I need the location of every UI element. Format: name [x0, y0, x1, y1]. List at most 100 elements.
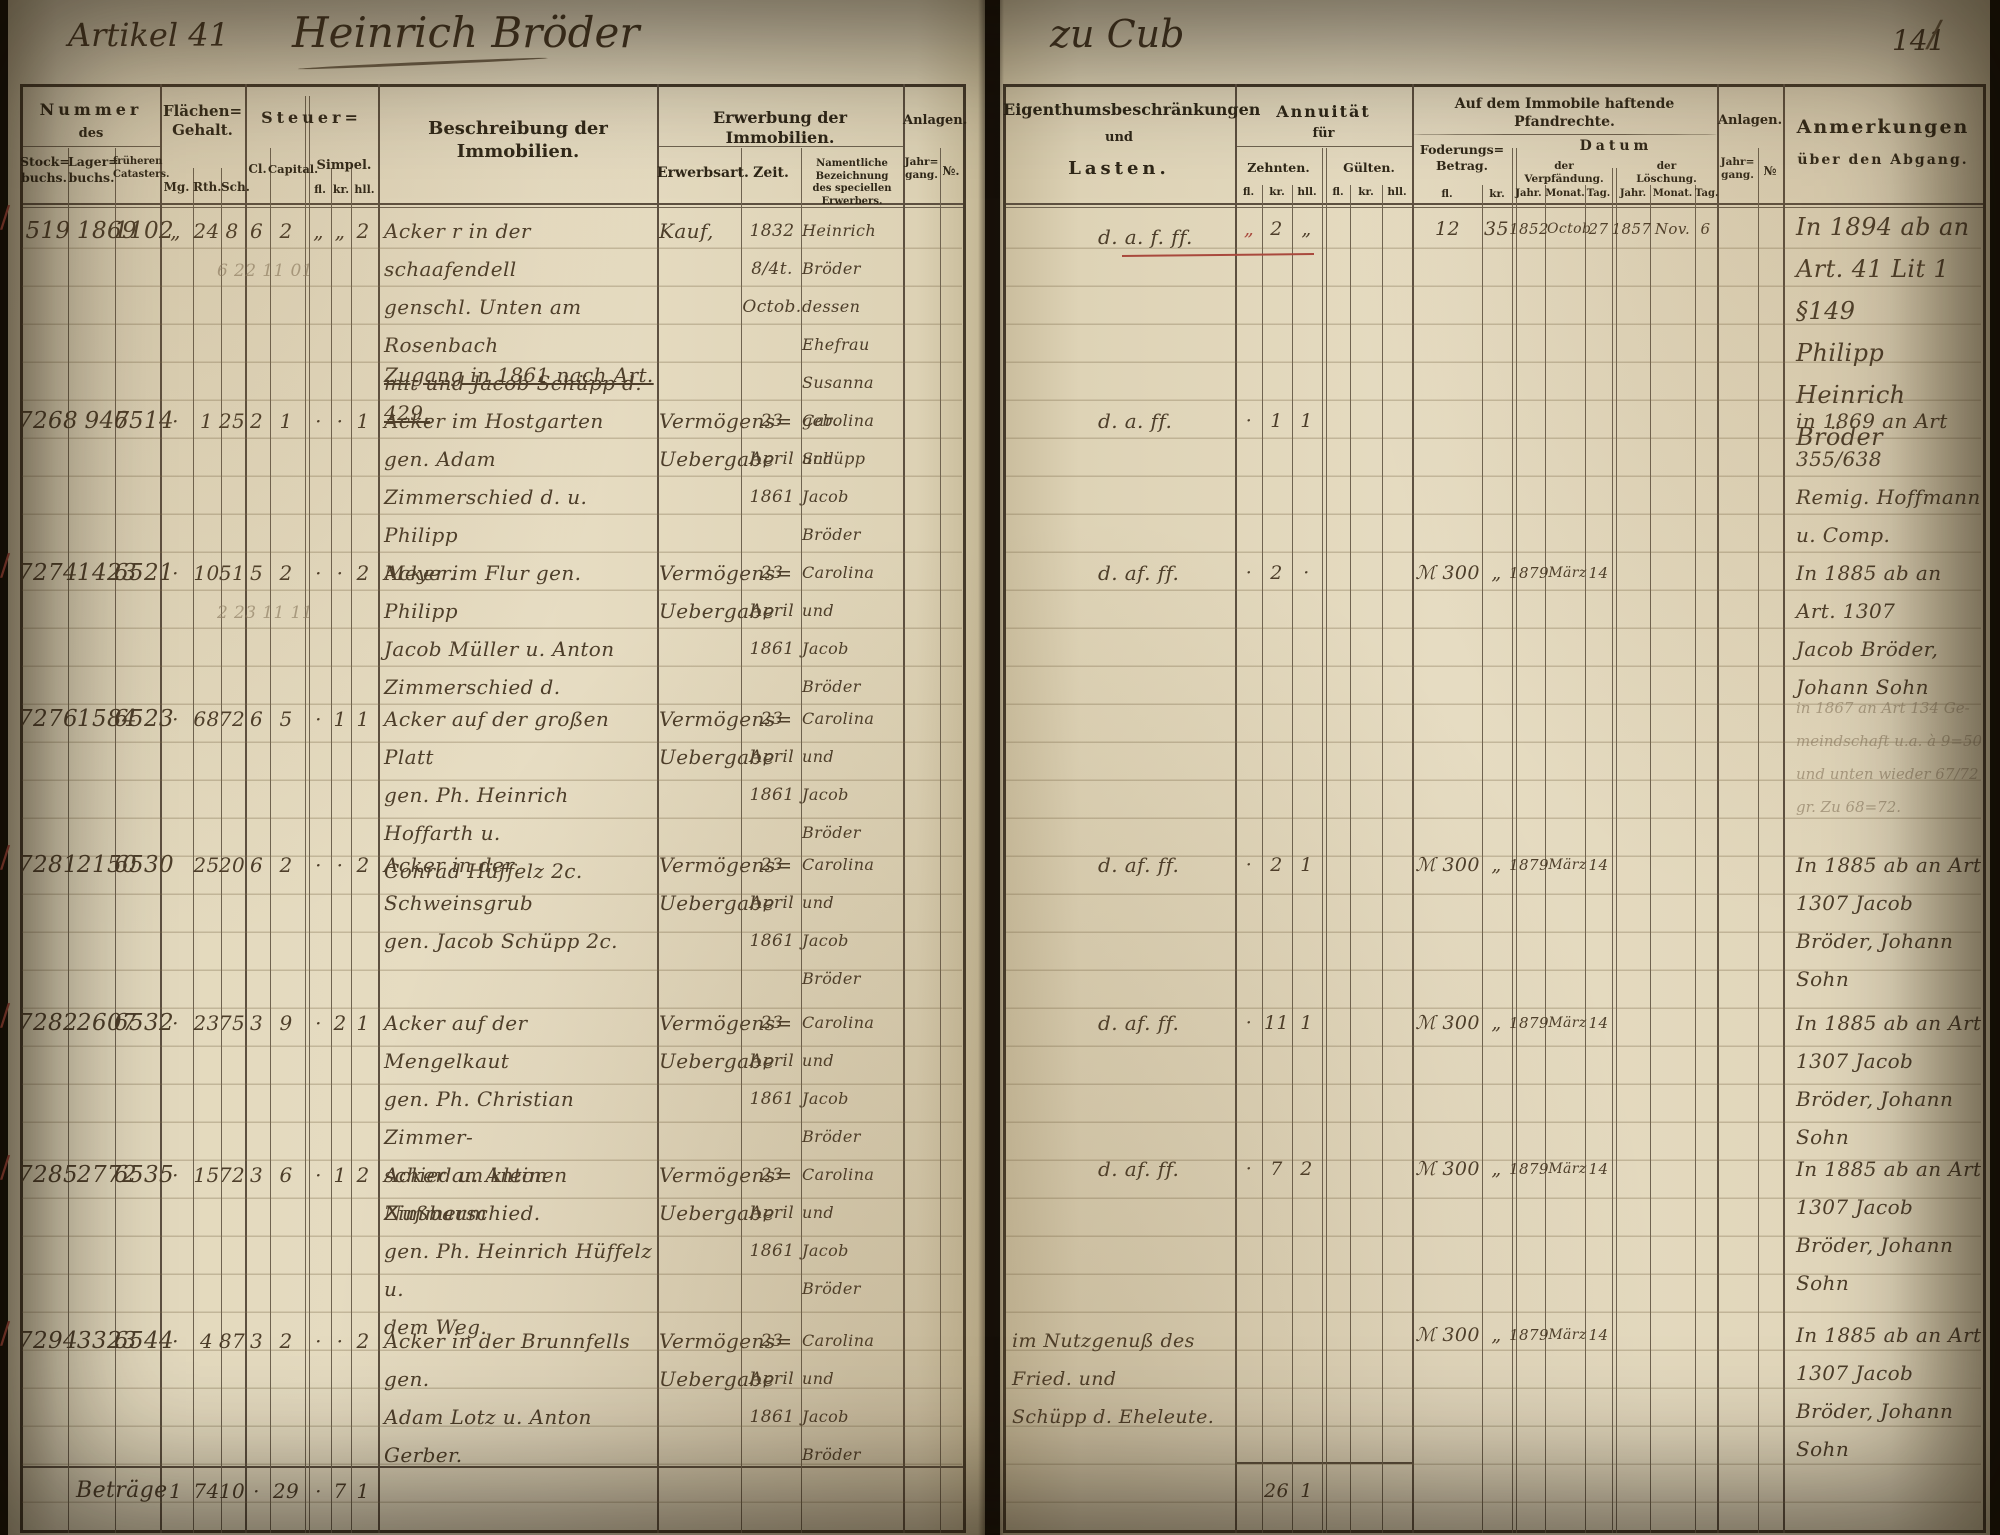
cell-loesch-tag: 6 [1700, 220, 1711, 238]
cell-simpel-fl: · [315, 1163, 322, 1187]
cell-lasten: d. af. ff. [1098, 1157, 1180, 1181]
cell-zeit: 23 April 1861 [749, 411, 795, 507]
cell-simpel-hll: 1 [356, 409, 370, 433]
subcol-line [1516, 148, 1517, 1533]
cell-zehnten-fl: · [1245, 562, 1253, 584]
header-g-hll: hll. [1387, 186, 1407, 198]
cell-zehnten-hll: 2 [1300, 1158, 1313, 1180]
header-pfandrechte: Auf dem Immobile haftende Pfandrechte. [1454, 96, 1675, 130]
cell-lagerbuch: 3323 [76, 1328, 138, 1354]
cell-lagerbuch: 2150 [76, 852, 138, 878]
cell-description: Acker r in der schaafendell genschl. Unt… [384, 219, 643, 395]
subcol-line [1758, 148, 1759, 1533]
cell-zehnten-fl: · [1245, 1012, 1253, 1034]
table-border-top [20, 84, 966, 87]
sum-simpel-hll: 1 [356, 1479, 370, 1503]
col-line [1235, 84, 1237, 1533]
col-line [160, 84, 162, 1533]
cell-anmerkung: In 1885 ab an Art 1307 Jacob Bröder, Joh… [1796, 1157, 1982, 1295]
cell-zehnten-kr: 11 [1264, 1012, 1289, 1034]
subcol-line [331, 168, 332, 1533]
cell-zehnten-hll: 1 [1300, 1012, 1313, 1034]
subcol-line [221, 168, 222, 1533]
cell-simpel-hll: 2 [356, 219, 370, 243]
cell-lasten: d. af. ff. [1098, 561, 1180, 585]
cell-verpf-jahr: 1879 [1509, 856, 1549, 874]
cell-sch: 25 [218, 409, 246, 433]
cell-zeit: 23 April 1861 [749, 855, 795, 951]
cell-cataster: 6532 [113, 1010, 175, 1036]
cell-cl: 6 [249, 853, 264, 877]
sum-simpel-fl: · [315, 1479, 322, 1503]
header-annuitaet: Annuität [1276, 102, 1371, 121]
cell-lagerbuch: 1423 [76, 560, 138, 586]
cell-anmerkung: In 1885 ab an Art 1307 Jacob Bröder, Joh… [1796, 1323, 1982, 1461]
place-script: zu Cub [1050, 12, 1185, 56]
cell-simpel-fl: · [315, 1329, 322, 1353]
col-line [245, 84, 247, 1533]
pencil-note: 6 22 11 01 [217, 261, 313, 281]
red-check-mark: ∕ [0, 998, 11, 1033]
header-guelten: Gülten. [1343, 160, 1395, 175]
cell-simpel-hll: 2 [356, 853, 370, 877]
cell-zehnten-kr: 7 [1270, 1158, 1283, 1180]
cell-erwerber-name: Carolina und Jacob Bröder [802, 411, 875, 544]
cell-erwerber-name: Carolina und Jacob Bröder [802, 1165, 875, 1298]
table-border-bottom [1003, 1530, 1986, 1533]
cell-cataster: 6514 [113, 408, 175, 434]
subcol-line [1585, 185, 1586, 1533]
header-rth: Rth. [193, 180, 222, 194]
cell-simpel-hll: 1 [356, 707, 370, 731]
subcol-line [1612, 168, 1613, 1533]
cell-lagerbuch: 1869 [76, 218, 138, 244]
cell-simpel-fl: · [315, 561, 322, 585]
cell-erwerbsart: Vermögens= Uebergabe [659, 1329, 793, 1391]
cell-stockbuch: 7281 [17, 852, 79, 878]
cell-erwerbsart: Kauf, [659, 219, 714, 243]
cell-zehnten-fl: „ [1243, 218, 1255, 240]
header-verpfaendung: der Verpfändung. [1524, 160, 1604, 186]
sum-zehnten-hll: 1 [1300, 1480, 1313, 1502]
summary-box-top [1235, 1462, 1412, 1464]
header-z-hll: hll. [1297, 186, 1317, 198]
page-number-flourish: ∕ [1928, 14, 1941, 55]
cell-mg: · [172, 1329, 179, 1353]
cell-verpf-monat: März [1548, 565, 1587, 581]
cell-rth: 24 [193, 219, 220, 243]
subheader-divider [1235, 146, 1412, 147]
subheader-divider [657, 146, 903, 147]
cell-lasten: d. af. ff. [1098, 853, 1180, 877]
cell-betrag-kr: „ [1491, 1012, 1502, 1034]
table-border-left [1003, 84, 1006, 1533]
subcol-line [305, 96, 306, 1533]
sum-capital: 29 [272, 1479, 300, 1503]
cell-verpf-tag: 14 [1588, 1326, 1609, 1344]
header-z-fl: fl. [1242, 186, 1255, 198]
cell-rth: 68 [193, 707, 220, 731]
cell-zehnten-hll: 1 [1300, 854, 1313, 876]
table-border-bottom [20, 1530, 966, 1533]
header-cataster: früheren Catasters. [113, 156, 170, 180]
header-jahrgang: Jahr= gang. [904, 156, 939, 182]
header-abgang: über den Abgang. [1797, 152, 1969, 168]
cell-description: Acker in der Schweinsgrub gen. Jacob Sch… [384, 853, 618, 953]
cell-lagerbuch: 1584 [76, 706, 138, 732]
cell-anmerkung: In 1885 ab an Art 1307 Jacob Bröder, Joh… [1796, 1011, 1982, 1149]
page-number: 141 [1892, 24, 1946, 57]
subcol-line [741, 148, 742, 1533]
header-b-fl: fl. [1441, 188, 1453, 200]
cell-rth: 4 [199, 1329, 214, 1353]
header-hll: hll. [354, 183, 375, 196]
subcol-line [115, 148, 116, 1533]
cell-anmerkung: In 1894 ab an Art. 41 Lit 1 §149 Philipp… [1796, 213, 1970, 451]
header-foderung: Foderungs= Betrag. [1419, 142, 1505, 173]
cell-lasten: d. a. f. ff. [1098, 225, 1193, 249]
header-cl: Cl. [248, 162, 267, 176]
cell-stockbuch: 7268 [17, 408, 79, 434]
header-beschreibung: Beschreibung der Immobilien. [428, 118, 608, 162]
cell-sch: 72 [218, 1163, 246, 1187]
cell-description: Acker am kleinen Nußbaum gen. Ph. Heinri… [384, 1163, 653, 1339]
cell-simpel-hll: 2 [356, 561, 370, 585]
header-anmerkungen: Anmerkungen [1796, 116, 1970, 138]
header-zeit: Zeit. [753, 165, 789, 181]
